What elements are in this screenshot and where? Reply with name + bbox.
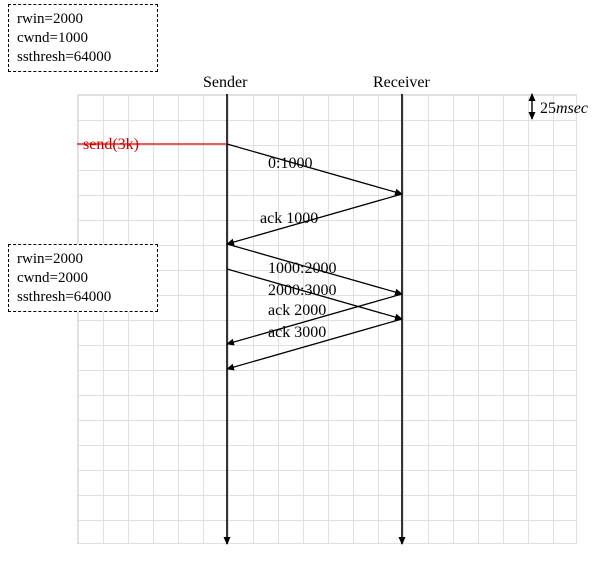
box2-line1: cwnd=2000	[17, 269, 149, 288]
msg-0-1000: 0:1000	[268, 155, 312, 173]
time-scale-label: 25msec	[540, 100, 588, 118]
background-grid	[77, 94, 577, 544]
msg-ack-3000: ack 3000	[268, 324, 326, 342]
msg-ack-2000: ack 2000	[268, 302, 326, 320]
msg-1000-2000: 1000:2000	[268, 260, 336, 278]
box2-line0: rwin=2000	[17, 250, 149, 269]
state-box-after-ack: rwin=2000 cwnd=2000 ssthresh=64000	[8, 244, 158, 312]
receiver-label: Receiver	[373, 74, 430, 92]
scale-value: 25	[540, 100, 556, 117]
msg-ack-1000: ack 1000	[260, 210, 318, 228]
scale-unit: msec	[556, 100, 588, 117]
box1-line2: ssthresh=64000	[17, 48, 149, 67]
box1-line0: rwin=2000	[17, 10, 149, 29]
send-call-label: send(3k)	[83, 136, 139, 154]
sender-label: Sender	[203, 74, 247, 92]
msg-2000-3000: 2000:3000	[268, 282, 336, 300]
box2-line2: ssthresh=64000	[17, 288, 149, 307]
state-box-initial: rwin=2000 cwnd=1000 ssthresh=64000	[8, 4, 158, 72]
box1-line1: cwnd=1000	[17, 29, 149, 48]
